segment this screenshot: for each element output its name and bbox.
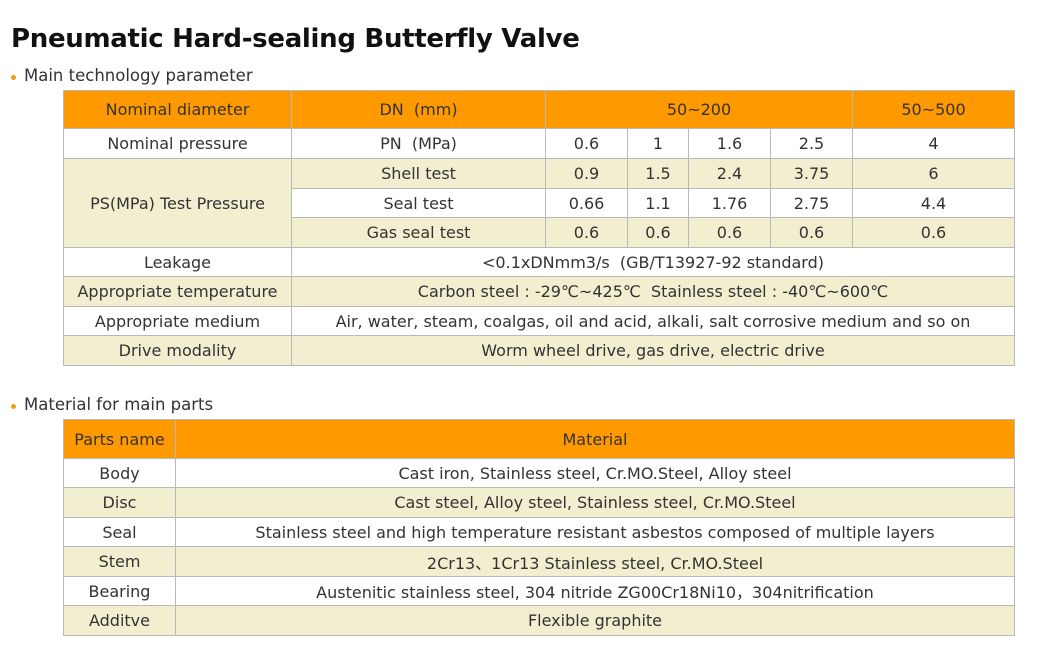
- test-pressure-label: PS(MPa) Test Pressure: [63, 158, 292, 248]
- part-material: 2Cr13、1Cr13 Stainless steel, Cr.MO.Steel: [175, 546, 1015, 577]
- column-header-material: Material: [175, 419, 1015, 459]
- table-row: Additve Flexible graphite: [63, 605, 1015, 636]
- table-cell: 0.6: [545, 128, 628, 159]
- section-heading-label: Main technology parameter: [24, 66, 253, 85]
- table-cell: 1.6: [688, 128, 771, 159]
- drive-label: Drive modality: [63, 335, 292, 366]
- part-material: Cast steel, Alloy steel, Stainless steel…: [175, 487, 1015, 518]
- bullet-dot-icon: [11, 75, 16, 80]
- leakage-label: Leakage: [63, 247, 292, 277]
- table-row: Body Cast iron, Stainless steel, Cr.MO.S…: [63, 458, 1015, 488]
- part-name: Additve: [63, 605, 176, 636]
- drive-value: Worm wheel drive, gas drive, electric dr…: [291, 335, 1015, 366]
- table-row: Drive modality Worm wheel drive, gas dri…: [63, 335, 1015, 366]
- nominal-diameter-label: Nominal diameter: [63, 90, 292, 129]
- part-material: Cast iron, Stainless steel, Cr.MO.Steel,…: [175, 458, 1015, 488]
- temperature-value: Carbon steel : -29℃~425℃ Stainless steel…: [291, 276, 1015, 307]
- table-cell: 1.5: [627, 158, 689, 189]
- table-cell: 1.1: [627, 188, 689, 218]
- leakage-value: <0.1xDNmm3/s (GB/T13927-92 standard): [291, 247, 1015, 277]
- column-header-part: Parts name: [63, 419, 176, 459]
- part-material: Flexible graphite: [175, 605, 1015, 636]
- tech-parameter-table: Nominal diameter DN (mm) 50~200 50~500 N…: [63, 90, 1015, 366]
- table-cell: 1.76: [688, 188, 771, 218]
- part-name: Seal: [63, 517, 176, 547]
- table-cell: 0.6: [627, 217, 689, 248]
- part-name: Body: [63, 458, 176, 488]
- part-material: Stainless steel and high temperature res…: [175, 517, 1015, 547]
- section-heading-tech: Main technology parameter: [11, 66, 253, 85]
- table-row: Stem 2Cr13、1Cr13 Stainless steel, Cr.MO.…: [63, 546, 1015, 577]
- nominal-pressure-label: Nominal pressure: [63, 128, 292, 159]
- table-row: Seal test 0.66 1.1 1.76 2.75 4.4: [63, 188, 1015, 218]
- table-row: Bearing Austenitic stainless steel, 304 …: [63, 576, 1015, 606]
- table-cell: 3.75: [770, 158, 853, 189]
- bullet-dot-icon: [11, 404, 16, 409]
- table-row: Seal Stainless steel and high temperatur…: [63, 517, 1015, 547]
- page-title: Pneumatic Hard-sealing Butterfly Valve: [11, 24, 580, 54]
- nominal-diameter-range-a: 50~200: [545, 90, 853, 129]
- medium-label: Appropriate medium: [63, 306, 292, 336]
- nominal-pressure-unit: PN (MPa): [291, 128, 546, 159]
- table-cell: 0.9: [545, 158, 628, 189]
- table-cell: 0.6: [545, 217, 628, 248]
- table-row: Leakage <0.1xDNmm3/s (GB/T13927-92 stand…: [63, 247, 1015, 277]
- nominal-diameter-unit: DN (mm): [291, 90, 546, 129]
- table-cell: 0.6: [852, 217, 1015, 248]
- medium-value: Air, water, steam, coalgas, oil and acid…: [291, 306, 1015, 336]
- table-row: Appropriate temperature Carbon steel : -…: [63, 276, 1015, 307]
- table-row: Parts name Material: [63, 419, 1015, 459]
- table-cell: 2.5: [770, 128, 853, 159]
- table-cell: 0.6: [688, 217, 771, 248]
- table-row: PS(MPa) Test Pressure Shell test 0.9 1.5…: [63, 158, 1015, 248]
- section-heading-label: Material for main parts: [24, 395, 214, 414]
- table-row: Nominal pressure PN (MPa) 0.6 1 1.6 2.5 …: [63, 128, 1015, 159]
- table-cell: 4.4: [852, 188, 1015, 218]
- table-cell: 2.75: [770, 188, 853, 218]
- part-name: Stem: [63, 546, 176, 577]
- part-material: Austenitic stainless steel, 304 nitride …: [175, 576, 1015, 606]
- part-name: Bearing: [63, 576, 176, 606]
- table-cell: 0.6: [770, 217, 853, 248]
- table-cell: 2.4: [688, 158, 771, 189]
- test-name: Seal test: [291, 188, 546, 218]
- table-row: Appropriate medium Air, water, steam, co…: [63, 306, 1015, 336]
- test-name: Shell test: [291, 158, 546, 189]
- temperature-label: Appropriate temperature: [63, 276, 292, 307]
- materials-table: Parts name Material Body Cast iron, Stai…: [63, 419, 1015, 636]
- test-name: Gas seal test: [291, 217, 546, 248]
- part-name: Disc: [63, 487, 176, 518]
- nominal-diameter-range-b: 50~500: [852, 90, 1015, 129]
- section-heading-materials: Material for main parts: [11, 395, 213, 414]
- table-cell: 1: [627, 128, 689, 159]
- table-row: Nominal diameter DN (mm) 50~200 50~500: [63, 90, 1015, 129]
- table-cell: 6: [852, 158, 1015, 189]
- table-cell: 4: [852, 128, 1015, 159]
- table-cell: 0.66: [545, 188, 628, 218]
- table-row: Disc Cast steel, Alloy steel, Stainless …: [63, 487, 1015, 518]
